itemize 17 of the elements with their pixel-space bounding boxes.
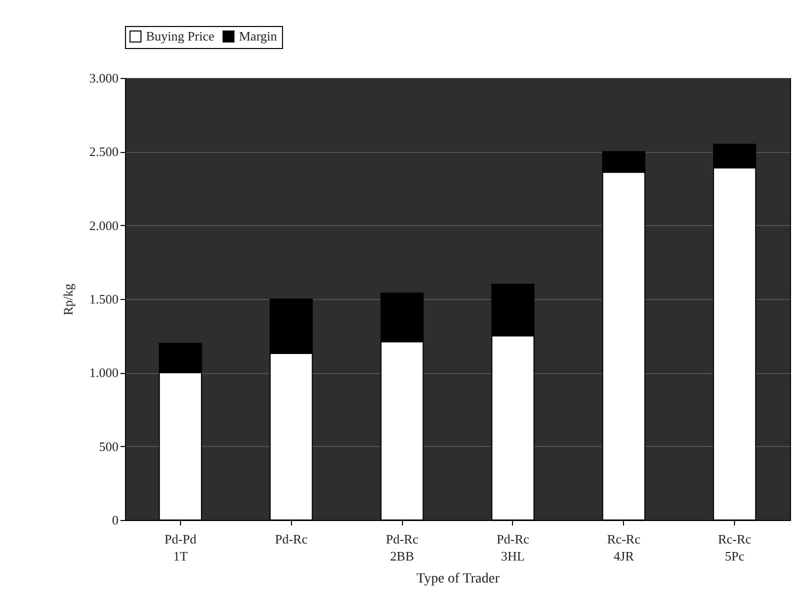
x-tick-label: Pd-Rc 3HL [496, 532, 530, 564]
y-axis-title: Rp/kg [60, 283, 76, 316]
y-tick-label: 2.500 [89, 144, 118, 160]
legend-label: Margin [239, 28, 278, 44]
x-tick-label: Pd-Rc 2BB [386, 532, 419, 564]
y-tick-label: 3.000 [89, 70, 118, 86]
x-tick-label: Rc-Rc 4JR [607, 532, 641, 564]
y-tick-label: 500 [99, 438, 118, 454]
y-tick-label: 0 [112, 512, 118, 528]
legend-label: Buying Price [146, 28, 214, 44]
x-tick-label: Pd-Rc [275, 532, 308, 546]
x-tick-label: Pd-Pd 1T [164, 532, 197, 564]
x-axis-title: Type of Trader [416, 572, 500, 586]
y-tick-label: 1.500 [89, 292, 118, 306]
x-tick-label: Rc-Rc 5Pc [718, 532, 752, 564]
y-tick-label: 1.000 [89, 365, 118, 380]
y-tick-label: 2.000 [89, 218, 118, 233]
